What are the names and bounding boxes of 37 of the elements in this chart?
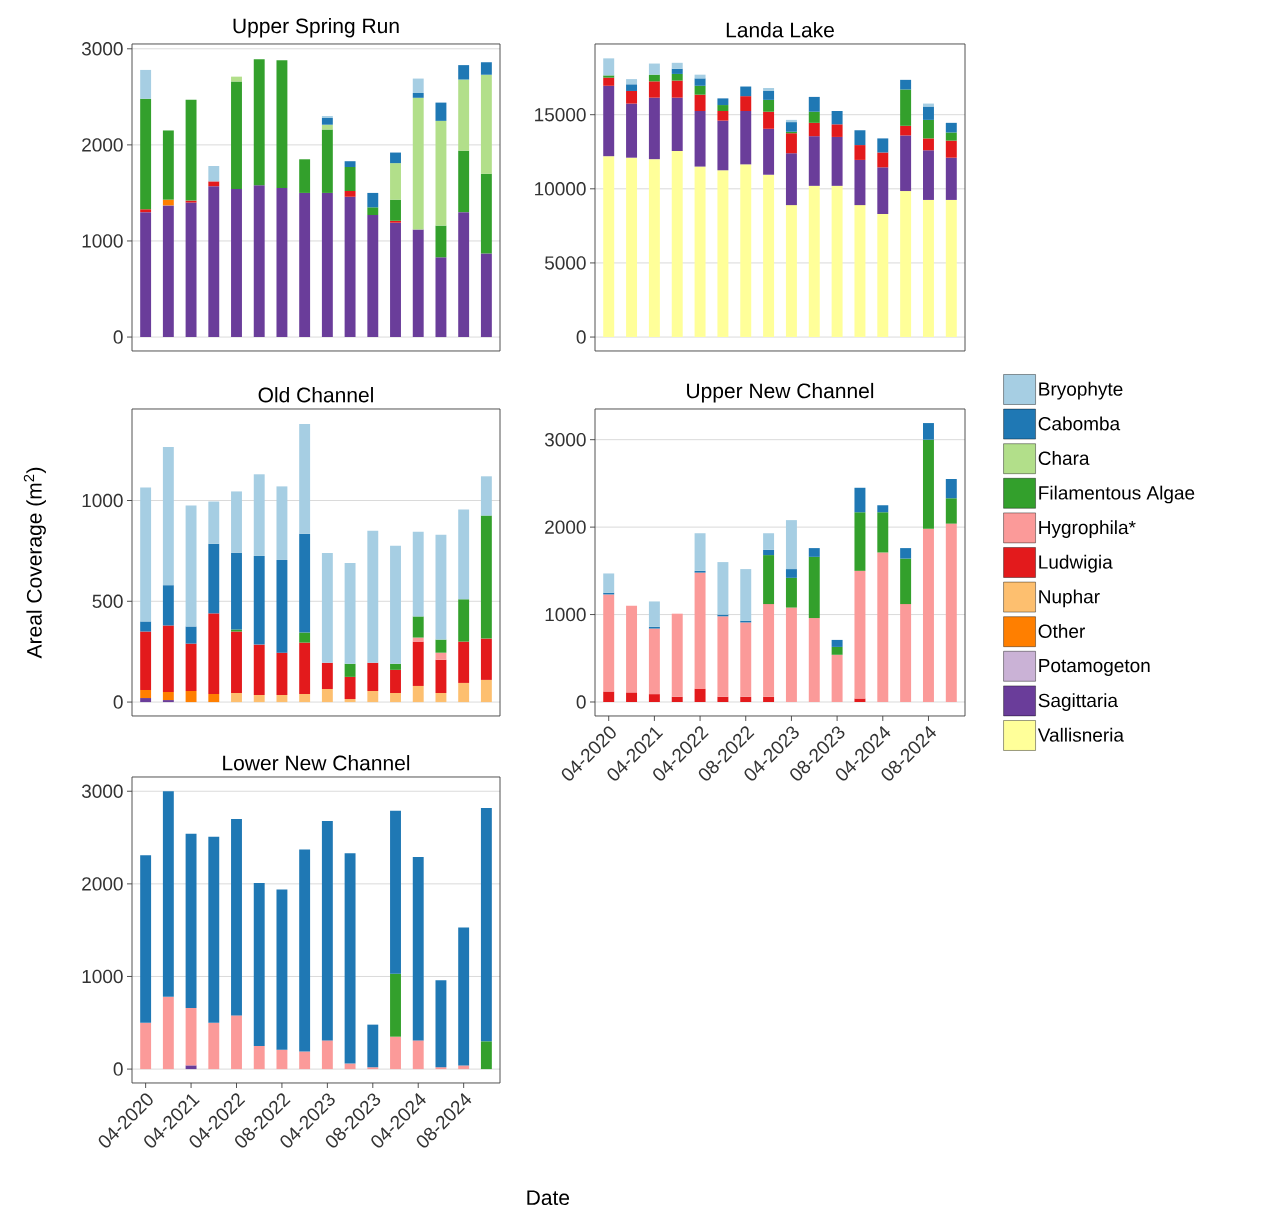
legend-label: Vallisneria [1037, 727, 1124, 742]
y-tick-label: 0 [113, 330, 123, 344]
y-tick-label: 1000 [82, 493, 123, 508]
y-tick-label: 1000 [82, 969, 123, 984]
legend-label: Nuphar [1039, 589, 1100, 608]
y-tick-label: 0 [576, 330, 586, 344]
y-tick-label: 5000 [544, 256, 586, 270]
y-tick-label: 1000 [82, 234, 123, 248]
y-tick-label: 2000 [82, 138, 123, 152]
y-axis-title: Areal Coverage (m$^{2}$) [23, 467, 46, 659]
y-tick-label: 1000 [545, 607, 586, 622]
legend-label: Bryophyte [1039, 381, 1123, 400]
y-tick-label: 0 [113, 1062, 123, 1076]
y-tick-label: 3000 [81, 784, 123, 798]
y-tick-label: 500 [92, 594, 123, 609]
legend-label: Ludwigia [1039, 554, 1113, 573]
legend-label: Chara [1038, 451, 1090, 466]
y-tick-label: 3000 [544, 432, 586, 447]
legend-label: Filamentous Algae [1039, 485, 1195, 504]
chart-title: Old Channel [258, 387, 373, 403]
y-tick-label: 10000 [535, 182, 586, 196]
chart-title: Upper Spring Run [233, 17, 399, 38]
y-tick-label: 3000 [81, 42, 123, 56]
y-tick-label: 0 [576, 695, 586, 709]
y-tick-label: 2000 [82, 877, 123, 891]
legend-label: Cabomba [1038, 416, 1121, 431]
chart-title: Lower New Channel [223, 755, 410, 771]
legend-label: Potamogeton [1039, 659, 1150, 677]
chart-title: Upper New Channel [687, 382, 874, 403]
legend-label: Hygrophila* [1039, 520, 1136, 538]
y-tick-label: 2000 [545, 520, 586, 534]
chart-title: Landa Lake [726, 22, 834, 38]
y-tick-label: 0 [113, 695, 123, 709]
legend-label: Other [1038, 624, 1085, 639]
y-tick-label: 15000 [535, 107, 586, 122]
legend-label: Sagittaria [1038, 693, 1119, 711]
x-axis-title: Date [527, 1190, 570, 1206]
